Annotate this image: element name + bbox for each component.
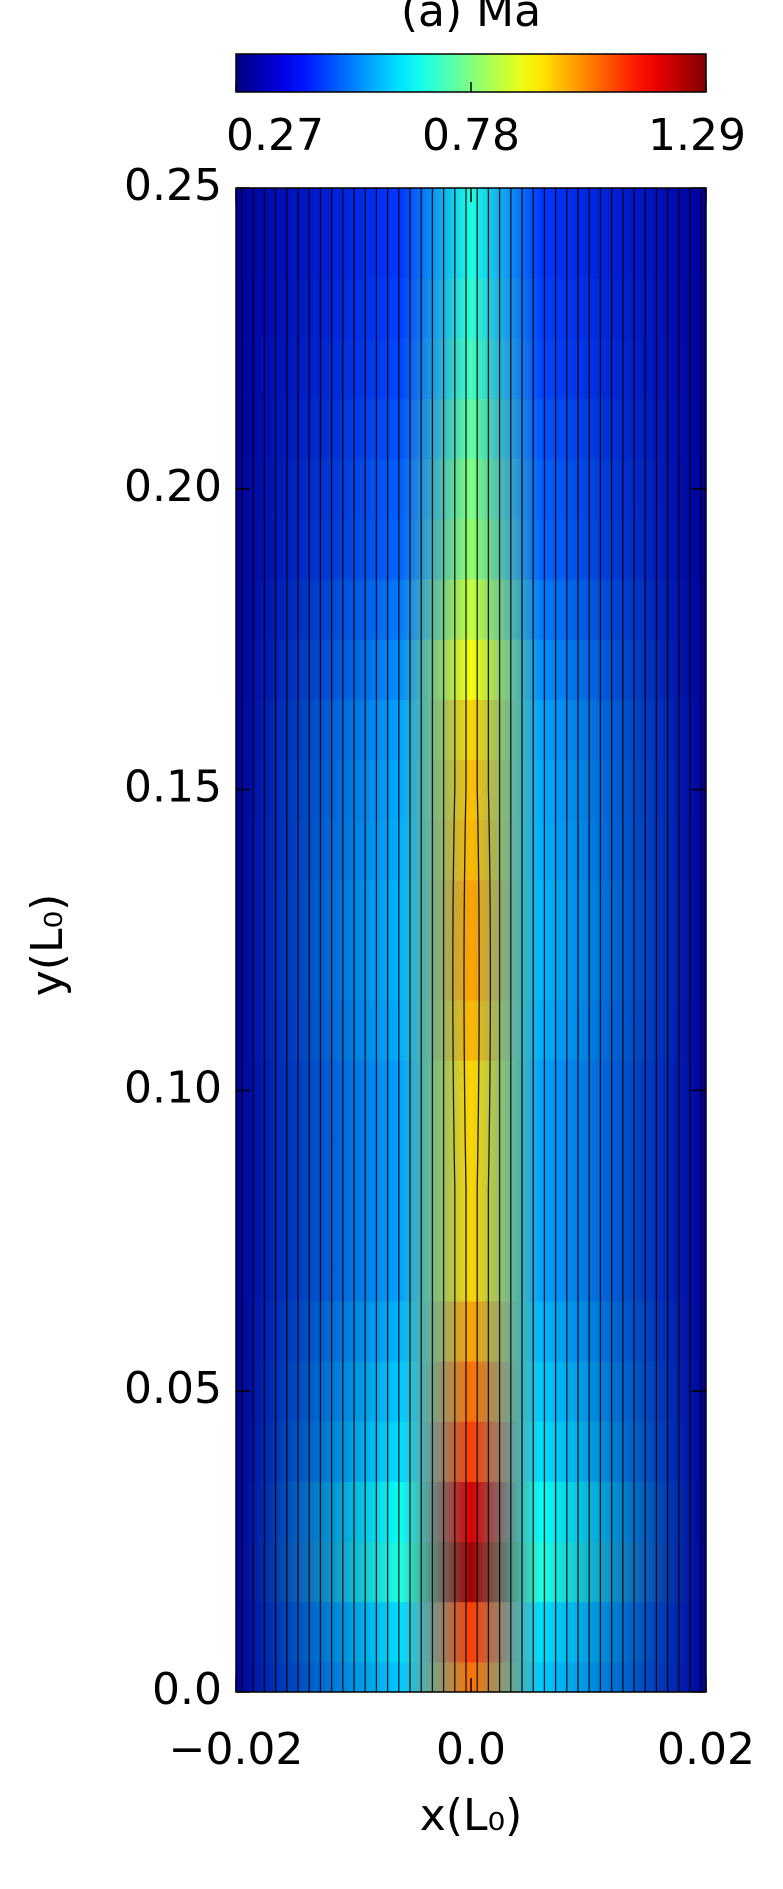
- streamline: [452, 188, 456, 1692]
- chart-title: (a) Ma: [401, 0, 541, 37]
- heat-band: [236, 1360, 706, 1422]
- heat-band: [236, 879, 706, 941]
- heat-band: [236, 337, 706, 400]
- y-tick-label: 0.0: [152, 1664, 222, 1715]
- x-axis-title: x(L₀): [420, 1790, 523, 1841]
- heat-band: [236, 759, 706, 821]
- heat-band: [236, 1240, 706, 1302]
- heat-band: [236, 1541, 706, 1603]
- y-tick-label: 0.15: [124, 762, 222, 813]
- heat-band: [236, 217, 706, 279]
- heat-band: [236, 1119, 706, 1182]
- x-tick-label: 0.0: [436, 1724, 506, 1775]
- heat-band: [236, 999, 706, 1061]
- heat-band: [236, 1059, 706, 1121]
- heat-band: [236, 698, 706, 761]
- heat-band: [236, 1601, 706, 1663]
- x-tick-label: 0.02: [657, 1724, 755, 1775]
- x-tick-label: −0.02: [169, 1724, 304, 1775]
- heat-band: [236, 819, 706, 881]
- streamline: [487, 188, 492, 1692]
- heat-band: [236, 1420, 706, 1482]
- heat-band: [236, 939, 706, 1001]
- colorbar-tick-label: 0.27: [226, 110, 324, 161]
- streamline: [476, 188, 480, 1692]
- heat-band: [236, 638, 706, 700]
- heat-band: [236, 518, 706, 580]
- streamline: [463, 188, 467, 1692]
- heat-band: [236, 277, 706, 339]
- y-tick-label: 0.20: [124, 461, 222, 512]
- y-tick-label: 0.25: [124, 160, 222, 211]
- heat-band: [236, 458, 706, 520]
- heat-band: [236, 1300, 706, 1362]
- heat-band: [236, 578, 706, 640]
- y-tick-label: 0.05: [124, 1363, 222, 1414]
- heat-band: [236, 1180, 706, 1242]
- heat-band: [236, 1480, 706, 1543]
- y-axis-title: y(L₀): [22, 894, 73, 997]
- colorbar-tick-label: 1.29: [648, 110, 746, 161]
- heat-band: [236, 398, 706, 460]
- colorbar-tick-label: 0.78: [422, 110, 520, 161]
- y-tick-label: 0.10: [124, 1062, 222, 1113]
